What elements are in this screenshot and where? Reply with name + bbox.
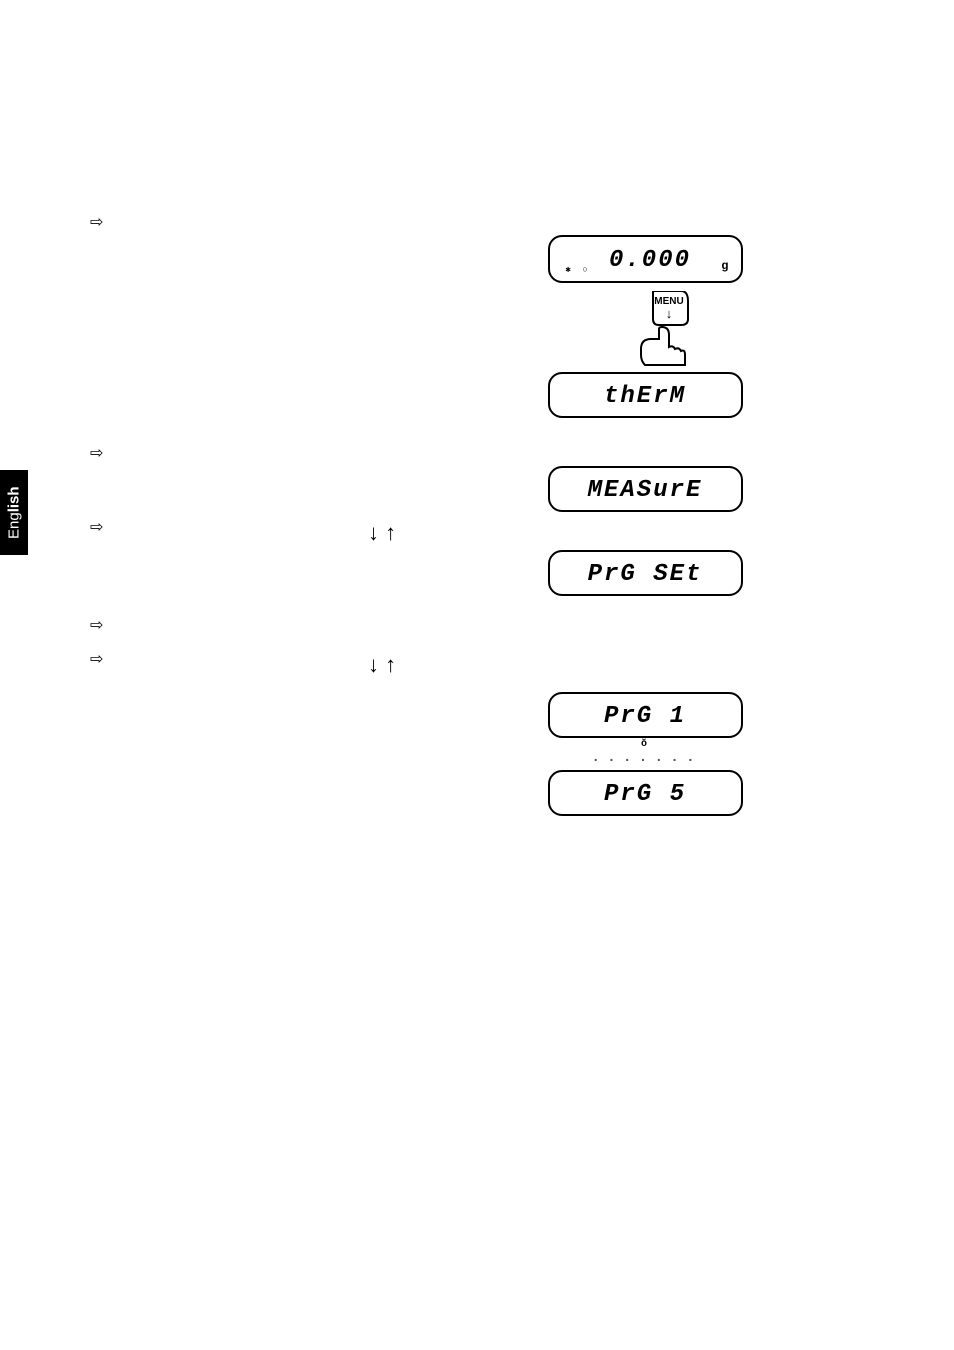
lcd-display-measure: MEASurE xyxy=(548,466,743,512)
lcd-therm-text: thErM xyxy=(604,383,686,410)
content-area: ⇨ ✱ ○ 0.000 g MENU ↓ thErM ⇨ MEASurE xyxy=(90,215,690,816)
lcd-measure-text: MEASurE xyxy=(588,477,703,504)
step-arrow-icon: ⇨ xyxy=(90,520,120,536)
continuation-dots: . . . . . . . xyxy=(594,748,697,764)
lcd-display-therm: thErM xyxy=(548,372,743,418)
step-arrow-icon: ⇨ xyxy=(90,618,120,634)
lcd-display-prg5: PrG 5 xyxy=(548,770,743,816)
language-tab-label: English xyxy=(6,486,23,539)
lcd-display-prg1: PrG 1 ŏ xyxy=(548,692,743,738)
arrows-up-down-icon: ↓ ↑ xyxy=(368,652,396,678)
lcd-display-prgset: PrG SEt xyxy=(548,550,743,596)
step-arrow-icon: ⇨ xyxy=(90,215,120,231)
lcd-prg5-text: PrG 5 xyxy=(604,781,686,808)
lcd-unit: g xyxy=(721,259,728,273)
lcd-display-weight: ✱ ○ 0.000 g xyxy=(548,235,743,283)
lcd-prg1-sub: ŏ xyxy=(641,739,649,750)
menu-button-icon: MENU ↓ xyxy=(633,291,693,366)
lcd-prg1-text: PrG 1 xyxy=(604,703,686,730)
step-arrow-icon: ⇨ xyxy=(90,446,120,462)
lcd-prgset-text: PrG SEt xyxy=(588,561,703,588)
step-arrow-icon: ⇨ xyxy=(90,652,120,668)
language-tab: English xyxy=(0,470,28,555)
svg-text:↓: ↓ xyxy=(666,306,673,321)
lcd-indicators: ✱ ○ xyxy=(566,265,591,275)
arrows-up-down-icon: ↓ ↑ xyxy=(368,520,396,546)
lcd-weight-value: 0.000 xyxy=(609,247,691,274)
